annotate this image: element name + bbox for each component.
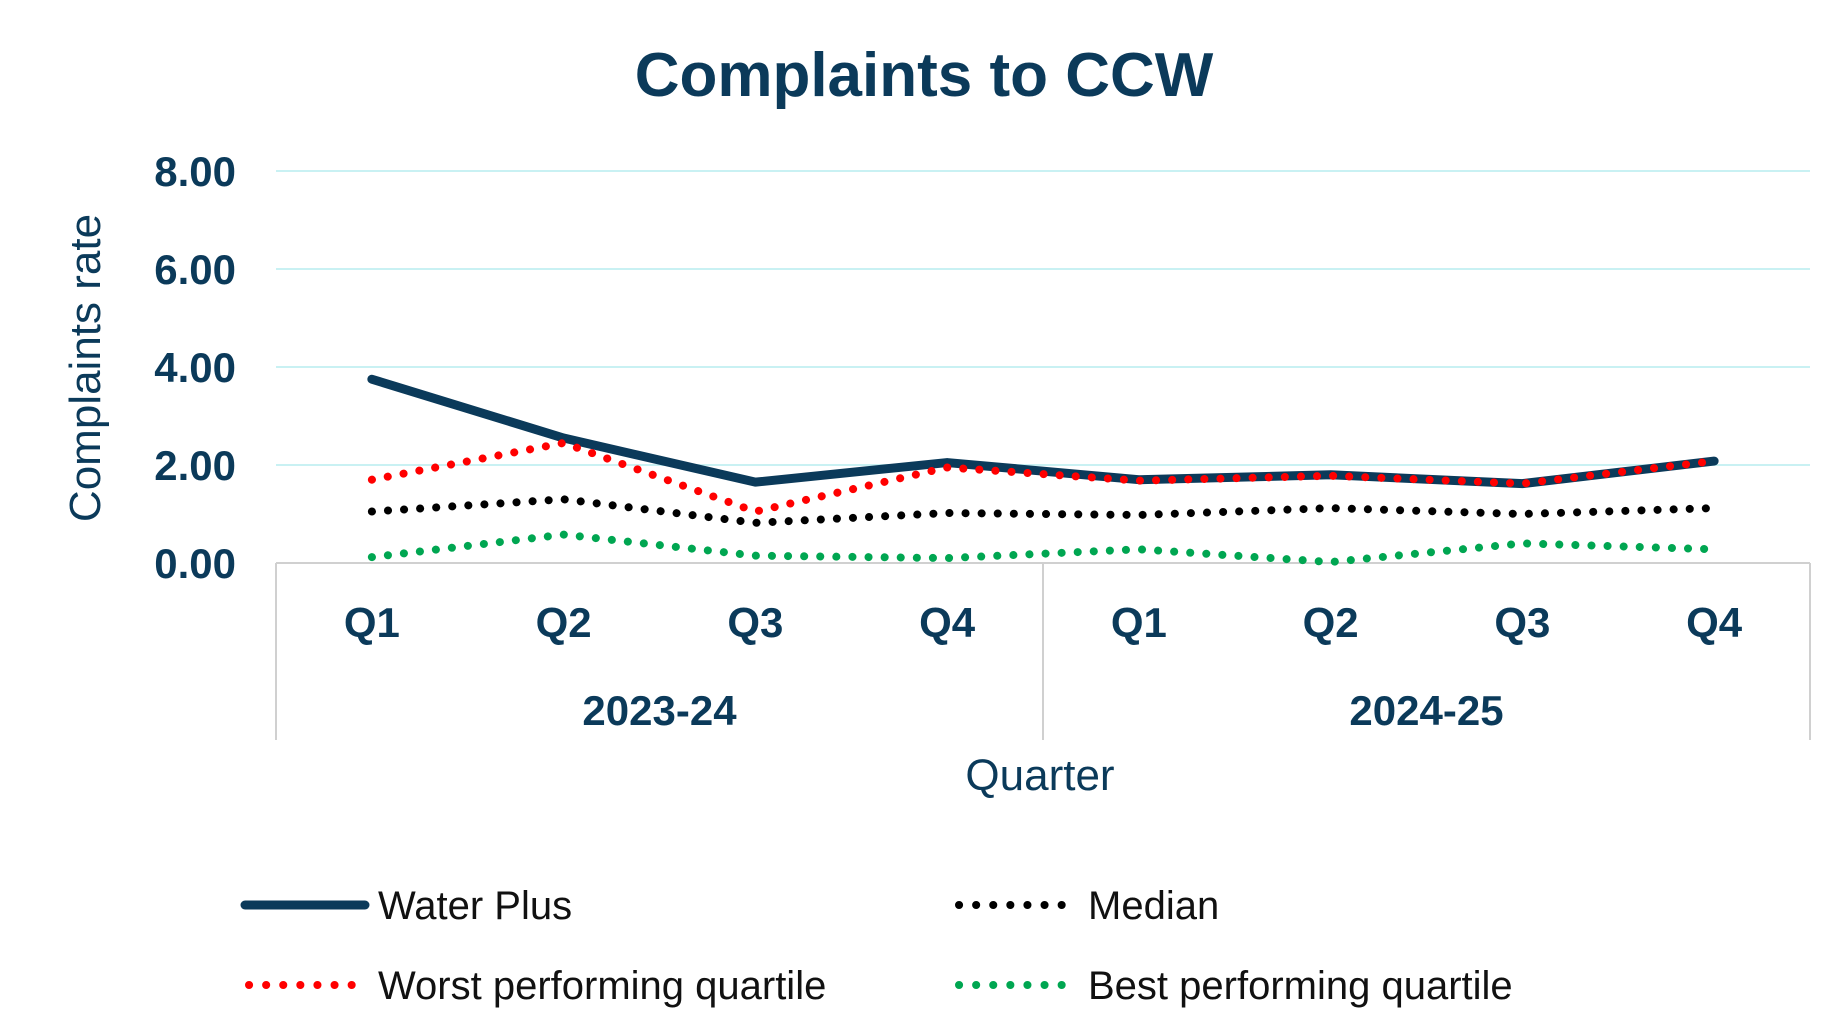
legend-label: Worst performing quartile xyxy=(378,964,826,1008)
chart-title: Complaints to CCW xyxy=(635,41,1214,110)
legend-label: Water Plus xyxy=(378,884,572,928)
x-tick-label: Q4 xyxy=(1686,599,1743,646)
x-tick-label: Q4 xyxy=(919,599,976,646)
x-tick-label: Q2 xyxy=(536,599,592,646)
y-tick-label: 8.00 xyxy=(154,148,236,195)
gridlines xyxy=(276,170,1810,466)
legend-item: Worst performing quartile xyxy=(245,964,826,1008)
y-tick-label: 2.00 xyxy=(154,442,236,489)
legend-item: Water Plus xyxy=(240,884,572,928)
x-group-label: 2024-25 xyxy=(1349,687,1503,734)
series-line-water-plus xyxy=(367,374,1719,489)
series-line-median xyxy=(367,495,1719,527)
series-lines xyxy=(367,374,1719,567)
x-tick-label: Q1 xyxy=(344,599,400,646)
x-group-label: 2023-24 xyxy=(582,687,737,734)
x-tick-label: Q3 xyxy=(727,599,783,646)
series-line-worst-performing-quartile xyxy=(367,438,1719,516)
series-line-best-performing-quartile xyxy=(367,530,1719,567)
legend-item: Median xyxy=(955,884,1219,928)
y-tick-label: 0.00 xyxy=(154,540,236,587)
x-axis: 0.00 2.00 4.00 6.00 8.00 Q1 Q2 Q3 Q4 Q1 Q2 Q3 Q4 2023… xyxy=(154,148,1811,740)
x-tick-label: Q3 xyxy=(1494,599,1550,646)
x-tick-label: Q1 xyxy=(1111,599,1167,646)
legend-label: Median xyxy=(1088,884,1219,928)
legend-item: Best performing quartile xyxy=(955,964,1513,1008)
legend: Water Plus Median Worst performing quartil… xyxy=(240,884,1513,1008)
y-tick-label: 4.00 xyxy=(154,344,236,391)
x-tick-label: Q2 xyxy=(1303,599,1359,646)
y-axis-label: Complaints rate xyxy=(61,214,110,522)
x-axis-label: Quarter xyxy=(965,751,1114,800)
legend-label: Best performing quartile xyxy=(1088,964,1513,1008)
y-tick-label: 6.00 xyxy=(154,246,236,293)
